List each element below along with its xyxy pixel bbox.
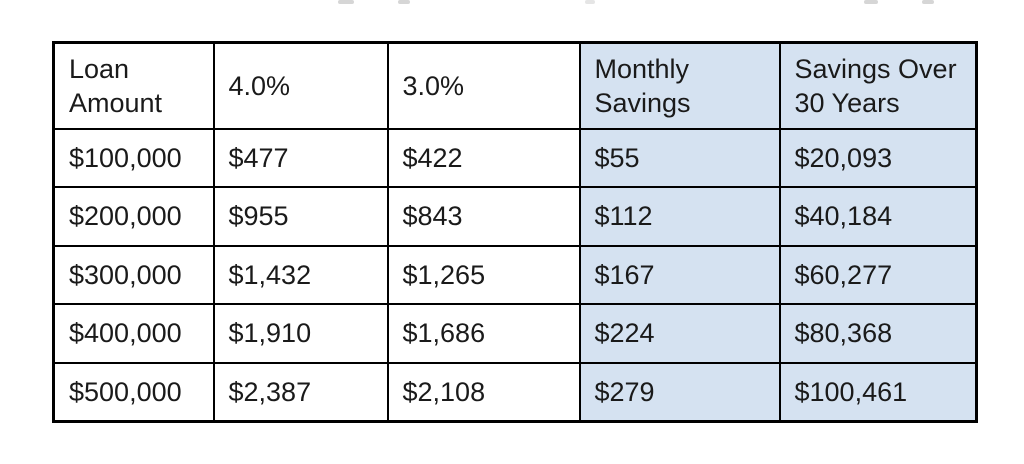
savings-table-container: Loan Amount 4.0% 3.0% Monthly Savings Sa…: [52, 41, 978, 423]
cell-monthly-savings: $167: [578, 244, 781, 305]
table-row: $200,000 $955 $843 $112 $40,184: [52, 186, 978, 247]
cell-loan-amount: $300,000: [52, 244, 215, 305]
column-header-loan-amount: Loan Amount: [52, 41, 215, 130]
column-header-rate-4-percent: 4.0%: [212, 41, 389, 130]
cell-loan-amount: $400,000: [52, 303, 215, 364]
cell-rate-3-payment: $843: [386, 186, 581, 247]
cell-rate-3-payment: $1,265: [386, 244, 581, 305]
table-row: $300,000 $1,432 $1,265 $167 $60,277: [52, 244, 978, 305]
clipped-text-fragment: [922, 0, 934, 4]
table-row: $500,000 $2,387 $2,108 $279 $100,461: [52, 361, 978, 422]
cell-loan-amount: $500,000: [52, 361, 215, 422]
cell-monthly-savings: $55: [578, 127, 781, 188]
table-row: $100,000 $477 $422 $55 $20,093: [52, 127, 978, 188]
column-header-rate-3-percent: 3.0%: [386, 41, 581, 130]
cell-rate-3-payment: $2,108: [386, 361, 581, 422]
clipped-text-fragment: [398, 0, 410, 4]
cell-monthly-savings: $279: [578, 361, 781, 422]
cell-rate-4-payment: $1,910: [212, 303, 389, 364]
cell-rate-4-payment: $955: [212, 186, 389, 247]
mortgage-savings-table: Loan Amount 4.0% 3.0% Monthly Savings Sa…: [52, 41, 978, 423]
cell-loan-amount: $200,000: [52, 186, 215, 247]
cell-loan-amount: $100,000: [52, 127, 215, 188]
clipped-text-fragment: [338, 0, 354, 4]
cell-rate-4-payment: $477: [212, 127, 389, 188]
clipped-text-fragment: [585, 0, 595, 4]
cell-savings-30-years: $100,461: [778, 361, 978, 422]
cell-rate-4-payment: $1,432: [212, 244, 389, 305]
cell-monthly-savings: $112: [578, 186, 781, 247]
cell-rate-4-payment: $2,387: [212, 361, 389, 422]
table-row: $400,000 $1,910 $1,686 $224 $80,368: [52, 303, 978, 364]
header-row: Loan Amount 4.0% 3.0% Monthly Savings Sa…: [52, 41, 978, 130]
cell-rate-3-payment: $1,686: [386, 303, 581, 364]
column-header-monthly-savings: Monthly Savings: [578, 41, 781, 130]
cell-rate-3-payment: $422: [386, 127, 581, 188]
cell-savings-30-years: $40,184: [778, 186, 978, 247]
cell-savings-30-years: $20,093: [778, 127, 978, 188]
cell-savings-30-years: $60,277: [778, 244, 978, 305]
cell-monthly-savings: $224: [578, 303, 781, 364]
clipped-text-fragment: [864, 0, 878, 4]
cell-savings-30-years: $80,368: [778, 303, 978, 364]
column-header-savings-30-years: Savings Over 30 Years: [778, 41, 978, 130]
